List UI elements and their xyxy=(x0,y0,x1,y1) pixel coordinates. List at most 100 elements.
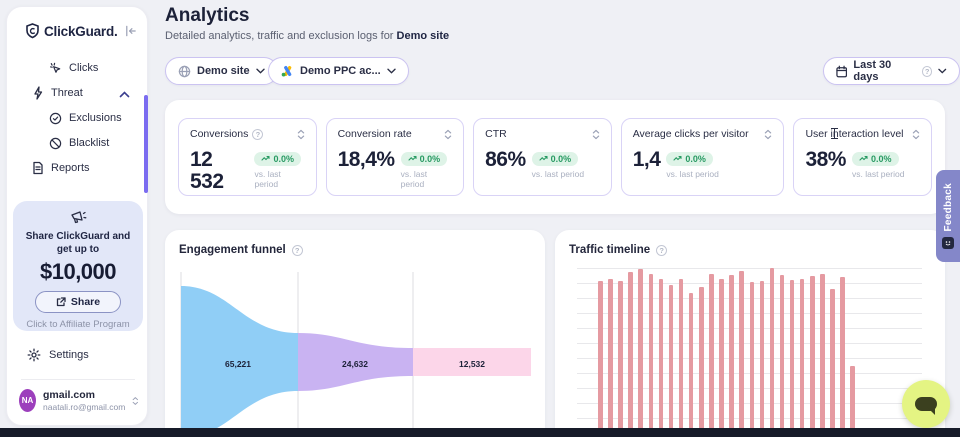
info-icon: ? xyxy=(252,128,264,140)
trend-up-icon xyxy=(673,155,682,161)
timeline-bar xyxy=(810,276,815,432)
funnel-stage-2[interactable] xyxy=(298,333,413,391)
date-range-selector[interactable]: Last 30 days ? xyxy=(823,57,960,85)
promo-text-line1: Share ClickGuard and xyxy=(25,231,131,242)
kpi-label: User interaction level xyxy=(805,128,904,140)
chevron-up-icon[interactable] xyxy=(119,91,130,98)
page-subtitle-site: Demo site xyxy=(396,30,450,42)
timeline-title: Traffic timeline xyxy=(569,244,651,256)
globe-icon xyxy=(178,65,191,77)
page-subtitle: Detailed analytics, traffic and exclusio… xyxy=(165,30,449,42)
timeline-bar xyxy=(608,279,613,432)
funnel-value-3: 12,532 xyxy=(459,359,485,369)
logo-text: ClickGuard. xyxy=(44,23,118,39)
sort-stepper-icon[interactable] xyxy=(592,129,600,140)
sort-stepper-icon[interactable] xyxy=(297,129,305,140)
sidebar-item-label: Clicks xyxy=(69,62,99,74)
sidebar-item-label: Exclusions xyxy=(69,112,122,124)
feedback-tab[interactable]: Feedback xyxy=(936,170,960,262)
change-badge: 0.0% xyxy=(254,151,301,166)
calendar-icon xyxy=(836,65,848,77)
kpi-value: 86% xyxy=(485,148,526,171)
funnel-stage-1[interactable] xyxy=(181,286,298,437)
timeline-bar xyxy=(709,274,714,432)
timeline-bar xyxy=(779,275,785,432)
trend-up-icon xyxy=(408,155,417,161)
page-title: Analytics xyxy=(165,5,250,26)
account-switcher[interactable]: NA gmail.com naatali.ro@gmail.com xyxy=(19,389,139,412)
megaphone-icon xyxy=(71,211,87,224)
sidebar-scrollbar[interactable] xyxy=(144,95,148,193)
timeline-bar xyxy=(719,279,724,432)
timeline-bar xyxy=(739,271,744,432)
site-selector[interactable]: Demo site xyxy=(165,57,278,85)
date-range-value: Last 30 days xyxy=(853,59,892,83)
timeline-bar xyxy=(749,282,754,432)
sidebar-item-clicks[interactable]: Clicks xyxy=(49,58,98,78)
chat-launcher-button[interactable] xyxy=(902,380,950,428)
sidebar-item-blacklist[interactable]: Blacklist xyxy=(49,133,109,153)
sidebar-divider xyxy=(21,379,135,380)
vs-last-period: vs. last period xyxy=(254,169,281,189)
sidebar: ClickGuard. Clicks Threat Exclusions Bla… xyxy=(6,6,148,426)
kpi-card-avg-clicks: Average clicks per visitor 1,4 0.0% vs. … xyxy=(620,118,785,196)
account-email: naatali.ro@gmail.com xyxy=(43,402,126,412)
affiliate-promo-card[interactable]: Share ClickGuard and get up to $10,000 S… xyxy=(13,201,143,331)
traffic-timeline-card: Traffic timeline ? xyxy=(555,230,945,437)
funnel-stage-3[interactable] xyxy=(413,348,531,376)
chevron-down-icon xyxy=(255,68,265,74)
sidebar-item-threat[interactable]: Threat xyxy=(32,83,83,103)
kpi-panel: Conversions ? 12 532 0.0% vs. last perio… xyxy=(165,100,945,214)
sort-stepper-icon[interactable] xyxy=(444,129,452,140)
timeline-bar xyxy=(769,268,775,432)
timeline-bar xyxy=(648,274,654,432)
timeline-bar xyxy=(668,285,674,432)
funnel-chart: 65,221 24,632 12,532 xyxy=(180,272,531,437)
chevron-down-icon xyxy=(387,68,396,74)
engagement-funnel-card: Engagement funnel ? 65,221 24,632 12,532 xyxy=(165,230,545,437)
account-stepper-icon xyxy=(132,396,139,405)
promo-footer: Click to Affiliate Program xyxy=(26,319,130,330)
change-badge: 0.0% xyxy=(851,151,899,166)
sort-stepper-icon[interactable] xyxy=(764,129,772,140)
change-badge: 0.0% xyxy=(666,151,713,166)
info-icon: ? xyxy=(291,244,303,256)
timeline-bar xyxy=(799,279,805,432)
text-cursor xyxy=(831,128,838,139)
funnel-value-1: 65,221 xyxy=(225,359,251,369)
kpi-label: Conversions xyxy=(190,128,249,140)
feedback-smiley-icon xyxy=(942,237,954,250)
sidebar-item-reports[interactable]: Reports xyxy=(32,158,90,178)
kpi-label: Conversion rate xyxy=(337,128,412,140)
sidebar-item-exclusions[interactable]: Exclusions xyxy=(49,108,122,128)
blocked-circle-icon xyxy=(49,137,62,149)
kpi-value: 18,4% xyxy=(337,148,396,171)
timeline-bar xyxy=(688,293,694,432)
sidebar-item-settings[interactable]: Settings xyxy=(27,345,89,365)
timeline-bar xyxy=(699,287,704,432)
kpi-card-interaction: User interaction level 38% 0.0% vs. last… xyxy=(793,118,933,196)
clicks-icon xyxy=(50,62,61,73)
google-ads-icon xyxy=(281,66,292,77)
timeline-bar xyxy=(618,281,623,432)
timeline-bars xyxy=(588,268,861,432)
shield-logo-icon xyxy=(26,23,39,39)
change-value: 0.0% xyxy=(870,153,892,164)
sort-stepper-icon[interactable] xyxy=(912,129,920,140)
bottom-edge-bar xyxy=(0,428,960,437)
info-icon: ? xyxy=(656,244,668,256)
timeline-chart xyxy=(577,268,922,432)
trend-up-icon xyxy=(859,155,868,161)
change-value: 0.0% xyxy=(419,153,441,164)
sidebar-item-label: Blacklist xyxy=(69,137,110,149)
vs-last-period: vs. last period xyxy=(851,169,905,179)
collapse-sidebar-icon[interactable] xyxy=(124,25,137,37)
ppc-account-selector[interactable]: Demo PPC ac... xyxy=(268,57,409,85)
share-button-label: Share xyxy=(70,296,101,308)
share-button[interactable]: Share xyxy=(34,291,122,313)
change-value: 0.0% xyxy=(273,153,294,164)
change-badge: 0.0% xyxy=(400,151,448,166)
kpi-label: Average clicks per visitor xyxy=(632,128,749,140)
kpi-card-ctr: CTR 86% 0.0% vs. last period xyxy=(473,118,612,196)
vs-last-period: vs. last period xyxy=(666,169,719,179)
